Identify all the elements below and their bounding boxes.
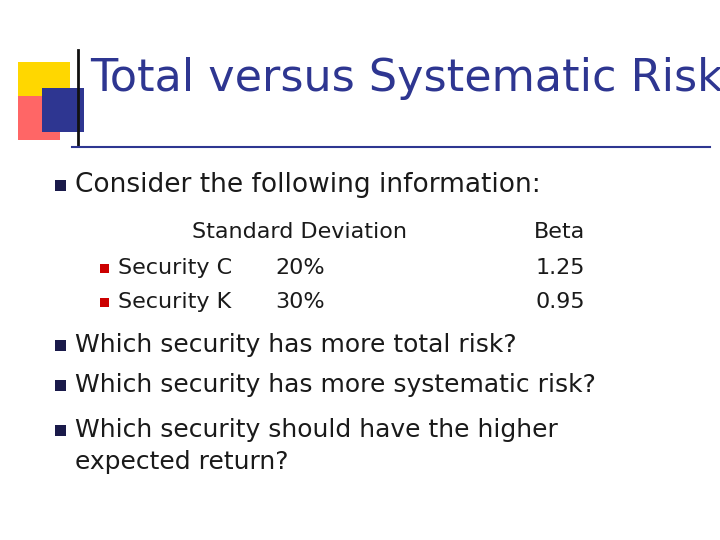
Bar xyxy=(100,264,109,273)
Text: 20%: 20% xyxy=(275,258,325,278)
Text: expected return?: expected return? xyxy=(75,450,289,474)
Text: Total versus Systematic Risk: Total versus Systematic Risk xyxy=(90,57,720,99)
Text: Which security has more systematic risk?: Which security has more systematic risk? xyxy=(75,373,596,397)
Bar xyxy=(100,298,109,307)
Bar xyxy=(18,62,70,110)
Text: 30%: 30% xyxy=(275,292,325,312)
Text: Security K: Security K xyxy=(118,292,231,312)
Text: Standard Deviation: Standard Deviation xyxy=(192,222,408,242)
Text: 0.95: 0.95 xyxy=(535,292,585,312)
Bar xyxy=(55,380,66,391)
Text: 1.25: 1.25 xyxy=(535,258,585,278)
Text: Which security has more total risk?: Which security has more total risk? xyxy=(75,333,517,357)
Bar xyxy=(55,340,66,351)
Text: Beta: Beta xyxy=(534,222,585,242)
Bar xyxy=(55,180,66,191)
Text: Which security should have the higher: Which security should have the higher xyxy=(75,418,558,442)
Text: Security C: Security C xyxy=(118,258,232,278)
Text: Consider the following information:: Consider the following information: xyxy=(75,172,541,198)
Bar xyxy=(55,425,66,436)
Bar xyxy=(18,96,60,140)
Bar xyxy=(42,88,84,132)
